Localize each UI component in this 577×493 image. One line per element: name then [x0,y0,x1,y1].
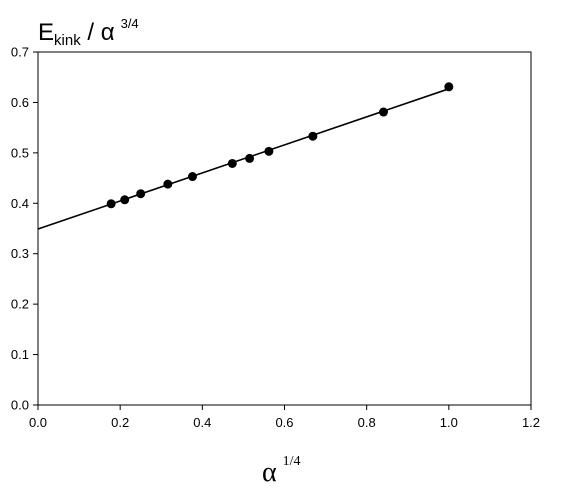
data-point [264,146,274,156]
data-point [136,189,146,199]
x-axis-label-symbol: α [262,457,277,488]
x-tick-label: 0.4 [193,415,211,430]
x-tick-label: 0.2 [111,415,129,430]
data-point [379,107,389,117]
data-point [187,172,197,182]
x-tick-label: 0.6 [275,415,293,430]
y-axis-label-symbol: α [101,19,115,46]
y-tick-label: 0.0 [11,398,29,413]
y-tick-label: 0.5 [11,145,29,160]
data-point [308,131,318,141]
y-axis-label-separator: / [81,19,101,46]
y-tick-label: 0.3 [11,246,29,261]
y-tick-label: 0.6 [11,95,29,110]
axes-frame [37,51,532,406]
y-tick-label: 0.1 [11,347,29,362]
y-axis-label: Ekink / α 3/4 [38,16,139,49]
x-axis-label: α 1/4 [262,454,301,488]
x-tick-label: 1.2 [522,415,540,430]
x-tick-label: 0.8 [358,415,376,430]
data-point [120,195,130,205]
y-tick-label: 0.7 [11,45,29,60]
data-points [106,82,454,209]
y-axis-label-superscript: 3/4 [121,16,139,31]
data-point [444,82,454,92]
y-axis-label-subscript: kink [54,32,81,49]
data-point [106,199,116,209]
x-tick-label: 0.0 [29,415,47,430]
plot-frame [37,51,532,406]
x-axis-label-superscript: 1/4 [283,454,301,469]
y-tick-label: 0.2 [11,297,29,312]
y-axis-label-base: E [38,19,54,46]
x-axis-ticks: 0.0 0.2 0.4 0.6 0.8 1.0 1.2 [29,405,540,430]
data-point [227,158,237,168]
data-point [163,179,173,189]
y-axis-ticks: 0.0 0.1 0.2 0.3 0.4 0.5 0.6 0.7 [11,45,38,413]
x-tick-label: 1.0 [440,415,458,430]
data-point [245,153,255,163]
y-tick-label: 0.4 [11,196,29,211]
